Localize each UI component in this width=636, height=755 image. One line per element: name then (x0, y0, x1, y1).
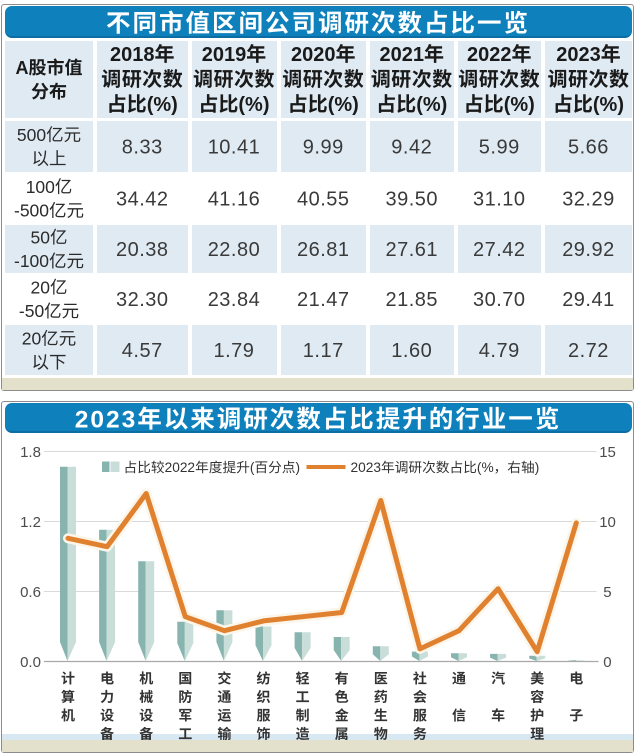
svg-text:8.33: 8.33 (122, 136, 163, 158)
svg-text:27.42: 27.42 (473, 239, 526, 261)
svg-text:10.41: 10.41 (208, 136, 261, 158)
svg-text:30.70: 30.70 (473, 289, 526, 311)
svg-text:2018: 2018 (110, 44, 155, 66)
svg-text:1.79: 1.79 (214, 340, 255, 362)
svg-text:1.60: 1.60 (391, 340, 432, 362)
svg-text:32.30: 32.30 (116, 289, 169, 311)
svg-text:0: 0 (603, 654, 611, 671)
svg-text:1.8: 1.8 (20, 444, 41, 461)
svg-text:0.0: 0.0 (20, 654, 41, 671)
svg-text:(%): (%) (504, 94, 535, 116)
svg-text:21.47: 21.47 (297, 289, 350, 311)
svg-text:2022: 2022 (467, 44, 512, 66)
svg-text:4.57: 4.57 (122, 340, 163, 362)
svg-text:-50: -50 (19, 301, 45, 321)
svg-text:29.92: 29.92 (562, 239, 615, 261)
svg-text:(%): (%) (238, 94, 269, 116)
svg-text:20.38: 20.38 (116, 239, 169, 261)
svg-text:(%): (%) (416, 94, 447, 116)
svg-text:(%: (% (477, 460, 494, 475)
svg-text:50: 50 (31, 227, 51, 247)
svg-text:-500: -500 (14, 201, 49, 221)
svg-text:100: 100 (26, 177, 55, 197)
svg-text:1.17: 1.17 (303, 340, 344, 362)
svg-text:-100: -100 (14, 251, 49, 271)
svg-text:29.41: 29.41 (562, 289, 615, 311)
svg-text:20: 20 (31, 277, 51, 297)
svg-text:10: 10 (599, 514, 616, 531)
svg-text:41.16: 41.16 (208, 188, 261, 210)
svg-text:2023: 2023 (351, 460, 382, 475)
svg-text:9.42: 9.42 (391, 136, 432, 158)
svg-text:26.81: 26.81 (297, 239, 350, 261)
svg-text:21.85: 21.85 (386, 289, 439, 311)
svg-text:27.61: 27.61 (386, 239, 439, 261)
svg-text:): ) (296, 460, 301, 475)
svg-text:5.99: 5.99 (479, 136, 520, 158)
svg-text:2023: 2023 (75, 406, 138, 433)
svg-text:32.29: 32.29 (562, 188, 615, 210)
svg-text:1.2: 1.2 (20, 514, 41, 531)
svg-text:39.50: 39.50 (386, 188, 439, 210)
svg-text:A: A (16, 58, 29, 78)
svg-text:20: 20 (22, 329, 42, 349)
svg-text:0.6: 0.6 (20, 584, 41, 601)
svg-text:22.80: 22.80 (208, 239, 261, 261)
svg-text:34.42: 34.42 (116, 188, 169, 210)
svg-text:2020: 2020 (291, 44, 336, 66)
svg-text:2023: 2023 (556, 44, 601, 66)
svg-text:(%): (%) (593, 94, 624, 116)
svg-text:(: ( (250, 460, 255, 475)
svg-text:2022: 2022 (165, 460, 195, 475)
svg-text:2019: 2019 (202, 44, 247, 66)
svg-text:4.79: 4.79 (479, 340, 520, 362)
svg-text:5: 5 (603, 584, 611, 601)
svg-text:2.72: 2.72 (568, 340, 609, 362)
svg-text:500: 500 (17, 125, 46, 145)
svg-text:2021: 2021 (380, 44, 425, 66)
svg-text:40.55: 40.55 (297, 188, 350, 210)
svg-text:(%): (%) (328, 94, 359, 116)
svg-text:5.66: 5.66 (568, 136, 609, 158)
svg-text:9.99: 9.99 (303, 136, 344, 158)
svg-text:15: 15 (599, 444, 616, 461)
svg-text:): ) (535, 460, 540, 475)
svg-text:(%): (%) (147, 94, 178, 116)
svg-text:31.10: 31.10 (473, 188, 526, 210)
svg-text:23.84: 23.84 (208, 289, 261, 311)
